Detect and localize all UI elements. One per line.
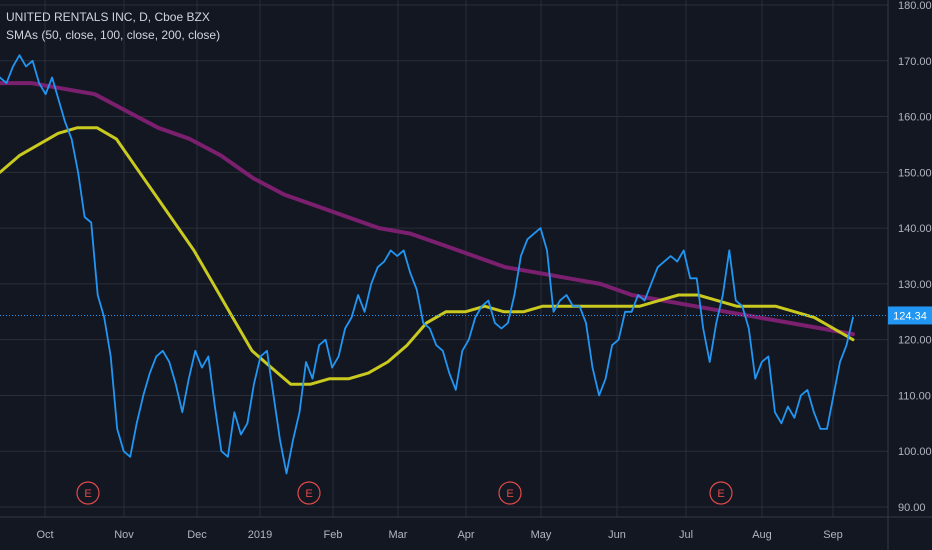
indicator-label: SMAs (50, close, 100, close, 200, close) xyxy=(6,28,221,42)
y-tick-label: 140.00 xyxy=(898,223,932,235)
chart-legend: UNITED RENTALS INC, D, Cboe BZX SMAs (50… xyxy=(6,8,220,44)
earnings-label: E xyxy=(506,488,513,500)
x-tick-label: Mar xyxy=(389,529,408,541)
earnings-circle xyxy=(709,481,733,505)
x-tick-label: Oct xyxy=(36,529,53,541)
x-tick-label: Dec xyxy=(187,529,207,541)
last-price-badge xyxy=(888,306,932,325)
x-tick-label: Feb xyxy=(324,529,343,541)
earnings-marker: E xyxy=(498,481,522,505)
price-line xyxy=(0,54,854,475)
last-price-label: 124.34 xyxy=(893,310,927,322)
earnings-circle xyxy=(297,481,321,505)
x-tick-label: Sep xyxy=(823,529,843,541)
y-tick-label: 180.00 xyxy=(898,0,932,12)
earnings-label: E xyxy=(305,488,312,500)
y-tick-label: 150.00 xyxy=(898,167,932,179)
sma-200-line xyxy=(0,81,855,337)
earnings-marker: E xyxy=(297,481,321,505)
sma-50-line xyxy=(0,126,855,386)
y-tick-label: 170.00 xyxy=(898,56,932,68)
y-tick-label: 100.00 xyxy=(898,446,932,458)
earnings-marker: E xyxy=(709,481,733,505)
earnings-circle xyxy=(76,481,100,505)
earnings-circle xyxy=(498,481,522,505)
x-tick-label: May xyxy=(531,529,552,541)
x-tick-label: Apr xyxy=(457,529,474,541)
chart-title: UNITED RENTALS INC, D, Cboe BZX xyxy=(6,10,210,24)
chart-series xyxy=(0,54,888,475)
x-tick-label: Nov xyxy=(114,529,134,541)
y-tick-label: 90.00 xyxy=(898,502,926,514)
x-tick-label: Aug xyxy=(752,529,772,541)
x-tick-label: Jun xyxy=(608,529,626,541)
x-tick-label: Jul xyxy=(679,529,693,541)
y-tick-label: 130.00 xyxy=(898,279,932,291)
y-tick-label: 160.00 xyxy=(898,112,932,124)
earnings-label: E xyxy=(717,488,724,500)
earnings-marker: E xyxy=(76,481,100,505)
earnings-label: E xyxy=(84,488,91,500)
y-tick-label: 120.00 xyxy=(898,335,932,347)
y-tick-label: 110.00 xyxy=(898,390,931,402)
x-tick-label: 2019 xyxy=(248,529,272,541)
